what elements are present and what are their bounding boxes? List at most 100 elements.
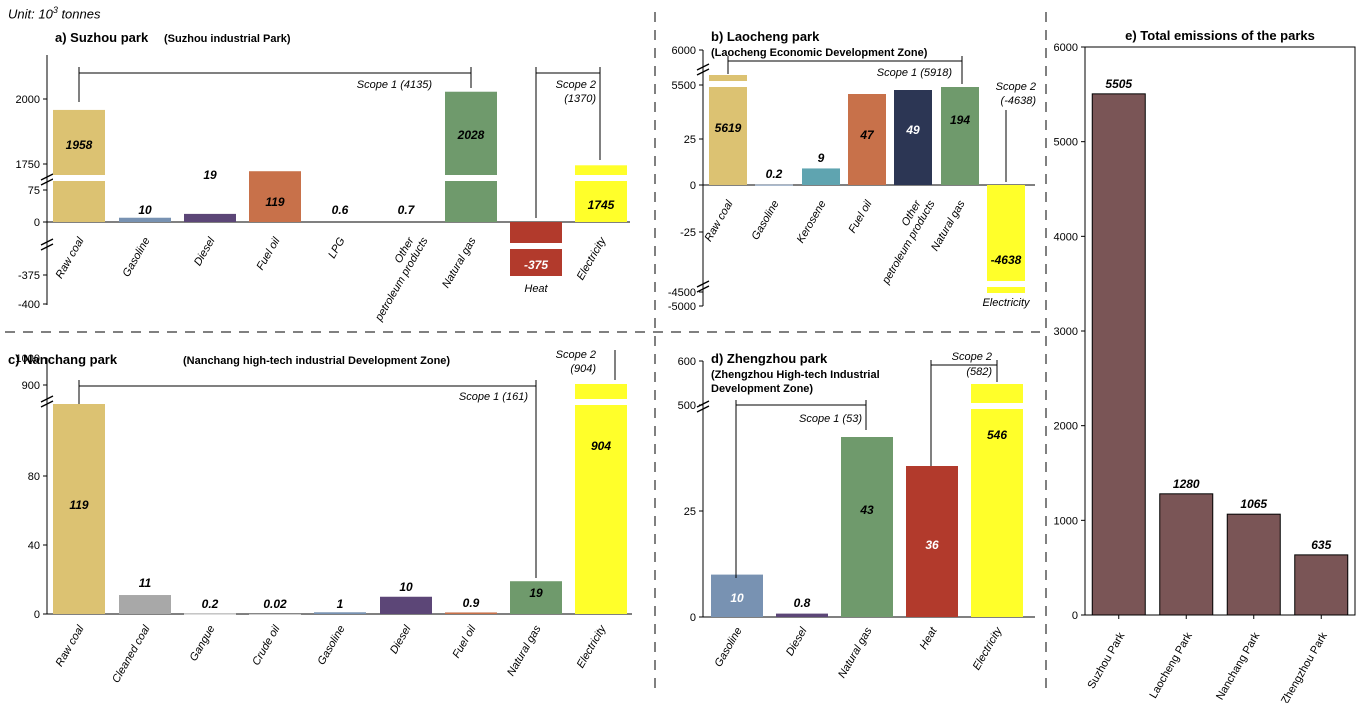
panel-d-scope2-value: (582) (966, 366, 992, 378)
panel-e-bar-2 (1226, 513, 1281, 616)
panel-b-scope2-value: (-4638) (1001, 95, 1037, 107)
panel-c-subtitle: (Nanchang high-tech industrial Developme… (183, 355, 450, 367)
panel-a-tick-label-4: -375 (18, 270, 40, 282)
panel-d-category-2: Natural gas (836, 625, 875, 680)
panel-b-value-label-4: 49 (905, 123, 920, 137)
panel-d-bar-4 (971, 384, 1023, 617)
panel-c-value-label-6: 0.9 (463, 596, 480, 610)
panel-d-title: d) Zhengzhou park (711, 351, 828, 366)
panel-c-category-7: Natural gas (505, 623, 544, 678)
panel-a-tick-label-2: 75 (28, 185, 40, 197)
panel-a-scope2-value: (1370) (564, 93, 596, 105)
panel-a-value-label-4: 0.6 (332, 203, 349, 217)
panel-d-value-label-1: 0.8 (794, 596, 811, 610)
panel-b-tick-label-2: 25 (684, 134, 696, 146)
panel-b-scope2-label: Scope 2 (996, 81, 1036, 93)
panel-e-value-label-1: 1280 (1173, 477, 1200, 491)
panel-c-category-0: Raw coal (54, 623, 87, 669)
panel-b-bar-2 (802, 168, 840, 185)
panel-e-tick-label-5: 5000 (1054, 137, 1078, 149)
panel-d-axis-break (696, 400, 710, 413)
panel-b-scope1-label: Scope 1 (5918) (877, 67, 953, 79)
panel-a-category-3: Fuel oil (254, 235, 282, 272)
panel-c-tick-label-0: 1000 (16, 353, 40, 365)
panel-c-tick-label-3: 40 (28, 540, 40, 552)
panel-e-bar-3 (1294, 554, 1349, 616)
panel-e-tick-label-3: 3000 (1054, 326, 1078, 338)
panel-c-value-label-5: 10 (399, 580, 413, 594)
panel-e-tick-label-1: 1000 (1054, 515, 1078, 527)
panel-c-bar-7 (510, 581, 562, 614)
panel-c-value-label-7: 19 (529, 586, 543, 600)
panel-c-axis-break (40, 395, 54, 408)
panel-d-value-label-2: 43 (859, 503, 874, 517)
panel-a-tick-label-5: -400 (18, 299, 40, 311)
panel-d-bar-2 (841, 437, 893, 617)
panel-e-tick-label-0: 0 (1072, 610, 1078, 622)
panel-b-tick-label-5: -4500 (668, 287, 696, 299)
panel-a-bar-6-gap (445, 175, 497, 181)
panel-d-value-label-4: 546 (987, 428, 1007, 442)
panel-c-value-label-2: 0.2 (202, 597, 219, 611)
panel-b-bar-0 (709, 75, 747, 185)
panel-a-tick-label-1: 1750 (16, 159, 40, 171)
panel-a-bar-3 (249, 171, 301, 222)
panel-e-bar-1 (1159, 493, 1214, 616)
panel-c-bar-6 (445, 612, 497, 614)
panel-c-bar-1 (119, 595, 171, 614)
panel-c-bar-8 (575, 384, 627, 614)
panel-a-value-label-7: -375 (524, 258, 548, 272)
panel-a-value-label-6: 2028 (457, 128, 485, 142)
panel-c-value-label-3: 0.02 (263, 597, 287, 611)
panel-e-value-label-2: 1065 (1240, 497, 1267, 511)
panel-d-bar-3 (906, 466, 958, 617)
panel-c-bar-5 (380, 596, 432, 614)
panel-b-value-label-5: 194 (950, 113, 970, 127)
panel-c-bar-4 (314, 612, 366, 614)
panel-e-value-label-3: 635 (1311, 538, 1331, 552)
panel-c-category-2: Gangue (188, 624, 218, 664)
panel-c-category-1: Cleaned coal (110, 623, 153, 685)
panel-a-bar-7-gap (510, 243, 562, 249)
panel-c-title: c) Nanchang park (8, 352, 118, 367)
panel-a-category-4: LPG (326, 235, 348, 260)
panel-c-tick-label-2: 80 (28, 471, 40, 483)
panel-b-bar-6-gap (987, 281, 1025, 287)
panel-c-value-label-8: 904 (591, 439, 611, 453)
panel-a-bar-0 (53, 109, 105, 222)
panel-d-tick-label-0: 600 (678, 356, 696, 368)
panel-e-tick-label-2: 2000 (1054, 421, 1078, 433)
panel-a-axis-break-upper (40, 173, 54, 186)
panel-a-value-label-0: 1958 (66, 138, 93, 152)
panel-b-subtitle: (Laocheng Economic Development Zone) (711, 47, 928, 59)
panel-b-bar-5 (941, 87, 979, 185)
panel-d-bar-0 (711, 574, 763, 617)
unit-label: Unit: 103 tonnes (8, 5, 101, 22)
panel-b-tick-label-4: -25 (680, 227, 696, 239)
panel-e-title: e) Total emissions of the parks (1125, 28, 1315, 43)
panel-d-bar-1 (776, 613, 828, 617)
panel-e-bar-0 (1091, 93, 1146, 616)
panel-a-value-label-8: 1745 (588, 198, 615, 212)
panel-e-category-0: Suzhou Park (1085, 630, 1127, 691)
panel-d-scope1-label: Scope 1 (53) (799, 413, 862, 425)
panel-c-category-6: Fuel oil (450, 623, 478, 660)
panel-e-tick-label-4: 4000 (1054, 231, 1078, 243)
panel-b-category-6: Electricity (982, 297, 1031, 309)
panel-c-category-3: Crude oil (250, 623, 283, 668)
panel-d-tick-label-2: 25 (684, 506, 696, 518)
panel-b-bar-4 (894, 90, 932, 185)
panel-a-bar-1 (119, 217, 171, 222)
panel-a-category-0: Raw coal (54, 235, 87, 281)
panel-a-tick-label-0: 2000 (16, 94, 40, 106)
panel-b-bar-0-gap (709, 81, 747, 87)
panel-a-bar-2 (184, 213, 236, 222)
panel-a-axis-break-lower (40, 238, 54, 251)
panel-b-axis-break-upper (696, 63, 710, 76)
panel-b-category-0: Raw coal (703, 198, 736, 244)
panel-b-category-3: Fuel oil (846, 198, 874, 235)
panel-a-value-label-5: 0.7 (398, 203, 416, 217)
panel-d-category-4: Electricity (971, 624, 1006, 672)
panel-b-value-label-2: 9 (818, 151, 825, 165)
